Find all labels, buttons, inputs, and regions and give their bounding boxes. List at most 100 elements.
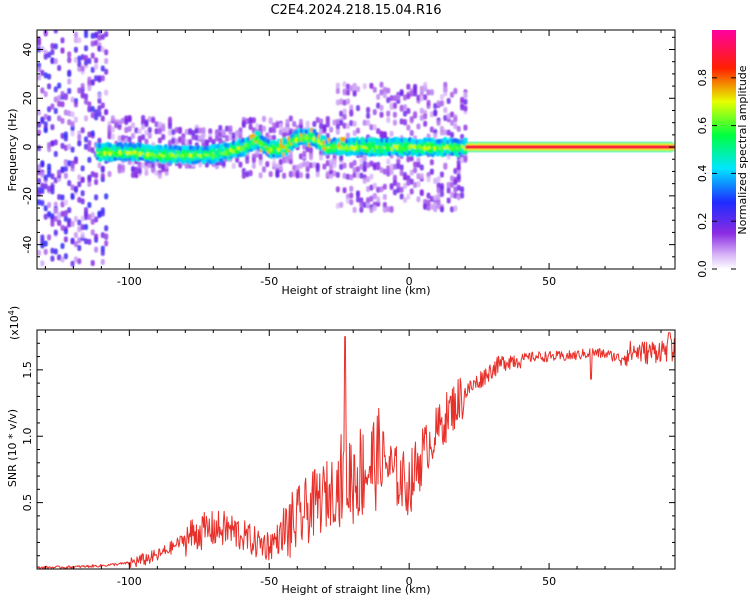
spectrogram-cell [97,137,102,144]
spectrogram-cell [238,161,243,168]
spectrogram-cell [201,138,206,145]
spectrogram-cell [137,128,142,135]
spectrogram-cell [47,234,52,241]
spectrogram-cell [84,98,89,105]
spectrogram-cell [406,193,411,200]
spectrogram-cell [63,109,68,116]
spectrogram-cell [379,104,384,111]
spectrogram-cell [389,206,394,213]
spectrogram-cell [379,131,384,138]
spectrogram-cell [396,93,401,100]
spectrogram-cell [258,124,263,131]
spectrogram-cell [278,164,283,171]
spectrogram-cell [77,134,82,141]
spectrogram-cell [433,194,438,201]
spectrogram-cell [50,173,55,180]
spectrogram-cell [100,33,105,40]
spectrogram-cell [80,215,85,222]
spectrogram-cell [416,94,421,101]
spectrogram-cell [104,31,109,38]
spectrogram-cell [376,164,381,171]
spectrogram-cell [63,144,68,151]
spectrogram-cell [312,128,317,134]
spectrogram-cell [372,205,377,212]
spectrogram-cell [40,242,45,249]
spectrogram-cell [349,162,354,169]
spectrogram-cell [231,162,236,169]
spectrogram-cell [245,171,250,178]
spectrogram-cell [386,97,391,104]
spectrogram-cell [429,159,434,166]
spectrogram-cell [90,32,95,39]
spectrogram-cell [436,176,441,183]
spectrogram-cell [272,160,277,167]
spectrogram-cell [67,160,72,167]
spectrogram-cell [84,115,89,122]
spectrogram-cell [47,202,52,209]
spectrogram-cell [77,65,82,72]
spectrogram-cell [47,51,52,58]
spectrogram-cell [305,172,310,179]
colorbar-tick-label: 0.8 [696,69,709,87]
colorbar: 0.0 0.2 0.4 0.6 0.8 Normalized spectral ampl… [696,30,749,278]
spectrogram-cell [43,174,48,181]
spectrogram-cell [335,171,340,178]
spectrogram-cell [87,79,92,86]
spectrogram-cell [77,219,82,226]
spectrogram-cell [463,124,468,131]
spectrogram-cell [460,186,465,193]
spectrogram-cell [339,98,344,105]
spectrogram-cell [167,116,172,123]
spectrogram-cell [87,156,92,163]
spectrogram-cell [366,197,371,204]
spectrogram-cell [80,82,85,89]
spectrogram-cell [392,189,397,196]
spectrogram-cell [362,166,367,173]
spectrogram-cell [429,126,434,133]
spectrogram-cell [369,173,374,180]
spectrogram-cell [456,159,461,166]
spectrogram-cell [84,207,89,214]
x-tick-label: -100 [117,575,142,588]
spectrogram-cell [450,206,455,213]
spectrogram-cell [406,124,411,131]
spectrogram-cell [406,156,411,163]
spectrogram-cell [352,166,357,173]
spectrogram-cell [43,72,48,79]
spectrogram-cell [275,122,280,129]
spectrogram-ticks: -100 -50 0 50 -40 -20 0 20 40 [21,30,675,288]
spectrogram-cell [137,135,142,142]
spectrogram-cell [342,122,347,129]
x-tick-label: 50 [542,275,556,288]
spectrogram-cell [426,89,431,96]
spectrogram-cell [154,128,159,135]
spectrogram-cell [70,162,75,169]
spectrogram-cell [366,185,371,192]
spectrogram-cell [97,110,102,117]
spectrogram-cell [100,165,105,172]
spectrogram-cell [288,153,293,160]
spectrogram-cell [70,111,75,118]
spectrogram-cell [399,118,404,125]
spectrogram-cell [439,190,444,197]
spectrogram-cell [147,127,152,134]
spectrogram-cell [392,111,397,118]
spectrogram-cell [396,163,401,170]
spectrogram-cell [73,256,78,263]
spectrogram-cell [319,150,324,157]
spectrogram-cell [379,167,384,174]
spectrogram-cell [460,192,465,199]
spectrogram-cell [305,120,310,127]
spectrogram-cell [332,119,337,126]
spectrogram-cell [84,45,89,52]
spectrogram-cell [63,228,68,235]
spectrogram-cell [70,130,75,137]
spectrogram-cell [221,130,226,137]
spectrogram-cell [57,82,62,89]
spectrogram-cell [429,89,434,96]
spectrogram-cell [53,215,58,222]
spectrogram-cell [201,132,206,139]
spectrogram-cell [439,206,444,213]
spectrogram-cell [429,168,434,175]
